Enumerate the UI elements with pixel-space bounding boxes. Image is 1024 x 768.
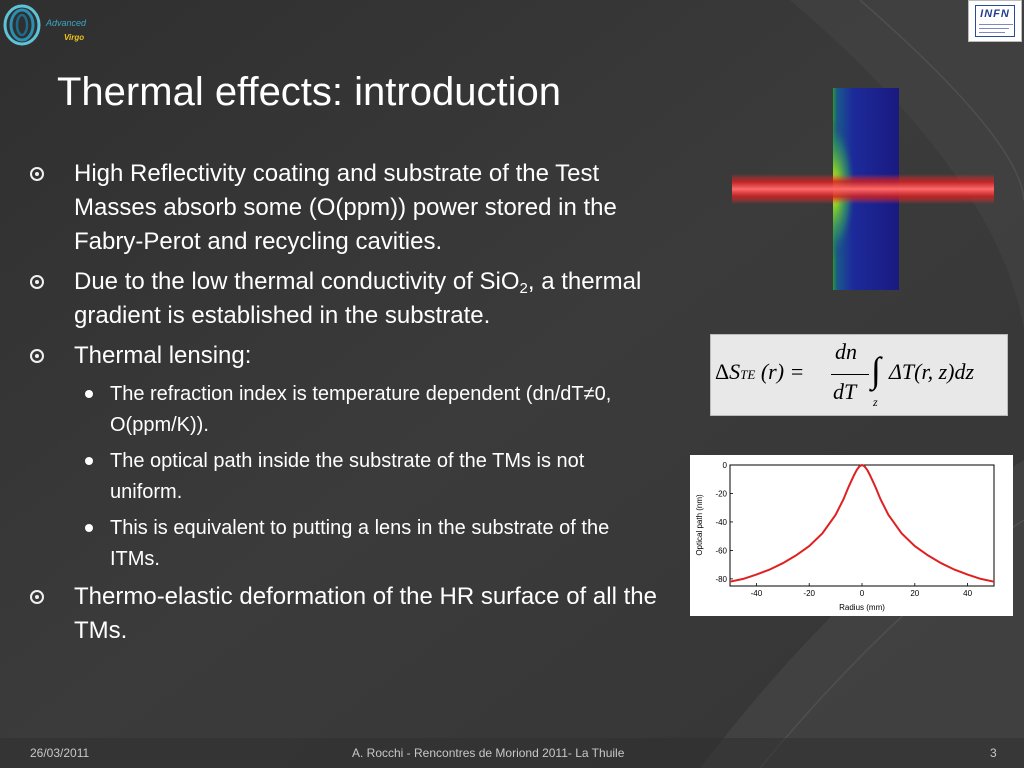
sub-bullet-icon: [85, 457, 93, 465]
x-tick-label: -40: [751, 589, 763, 598]
bullet-item: High Reflectivity coating and substrate …: [30, 157, 660, 259]
y-tick-label: -40: [715, 518, 727, 527]
x-tick-label: 20: [910, 589, 919, 598]
bullet-icon: [30, 275, 44, 289]
svg-text:Virgo: Virgo: [64, 33, 84, 42]
thermal-lens-formula: ΔSTE (r) = dn dT ∫ z ΔT(r, z)dz: [710, 334, 1008, 416]
footer-title: A. Rocchi - Rencontres de Moriond 2011- …: [352, 746, 625, 760]
sub-bullet-item: The optical path inside the substrate of…: [30, 446, 660, 508]
bullet-icon: [30, 349, 44, 363]
formula-lhs: ΔSTE (r) =: [715, 359, 805, 384]
formula-numerator: dn: [835, 339, 857, 364]
infn-logo: INFN: [968, 0, 1022, 42]
formula-denominator: dT: [833, 379, 857, 404]
page-number: 3: [990, 746, 997, 760]
integral-subscript: z: [873, 395, 878, 409]
y-tick-label: 0: [723, 461, 728, 470]
x-axis-label: Radius (mm): [839, 603, 885, 612]
advanced-virgo-logo: Advanced Virgo: [3, 4, 87, 46]
y-tick-label: -80: [715, 575, 727, 584]
svg-text:Advanced: Advanced: [45, 18, 87, 28]
y-axis-label: Optical path (nm): [695, 494, 704, 556]
bullet-item: Thermal lensing:: [30, 339, 660, 373]
y-tick-label: -60: [715, 546, 727, 555]
bullet-icon: [30, 590, 44, 604]
optical-path-chart: -40 -20 0 20 40 0 -20 -40 -60 -80 Radius (mm) Op…: [690, 455, 1013, 616]
bullet-icon: [30, 167, 44, 181]
x-tick-label: -20: [803, 589, 815, 598]
fraction-bar: [831, 374, 869, 375]
bullet-item: Due to the low thermal conductivity of S…: [30, 265, 660, 333]
optical-path-series-line: [729, 463, 995, 583]
sub-bullet-item: The refraction index is temperature depe…: [30, 379, 660, 441]
integral-sign: ∫: [871, 350, 881, 390]
sub-bullet-icon: [85, 390, 93, 398]
formula-rhs: ΔT(r, z)dz: [889, 359, 975, 384]
y-tick-label: -20: [715, 489, 727, 498]
thermal-lens-simulation-image: [732, 88, 994, 290]
plot-frame: [729, 464, 995, 587]
slide-title: Thermal effects: introduction: [57, 70, 561, 114]
x-tick-label: 40: [963, 589, 972, 598]
footer-date: 26/03/2011: [30, 746, 90, 760]
sub-bullet-icon: [85, 524, 93, 532]
bullet-item: Thermo-elastic deformation of the HR sur…: [30, 580, 660, 648]
bullet-list: High Reflectivity coating and substrate …: [30, 157, 660, 654]
x-tick-label: 0: [860, 589, 865, 598]
sub-bullet-item: This is equivalent to putting a lens in …: [30, 513, 660, 575]
